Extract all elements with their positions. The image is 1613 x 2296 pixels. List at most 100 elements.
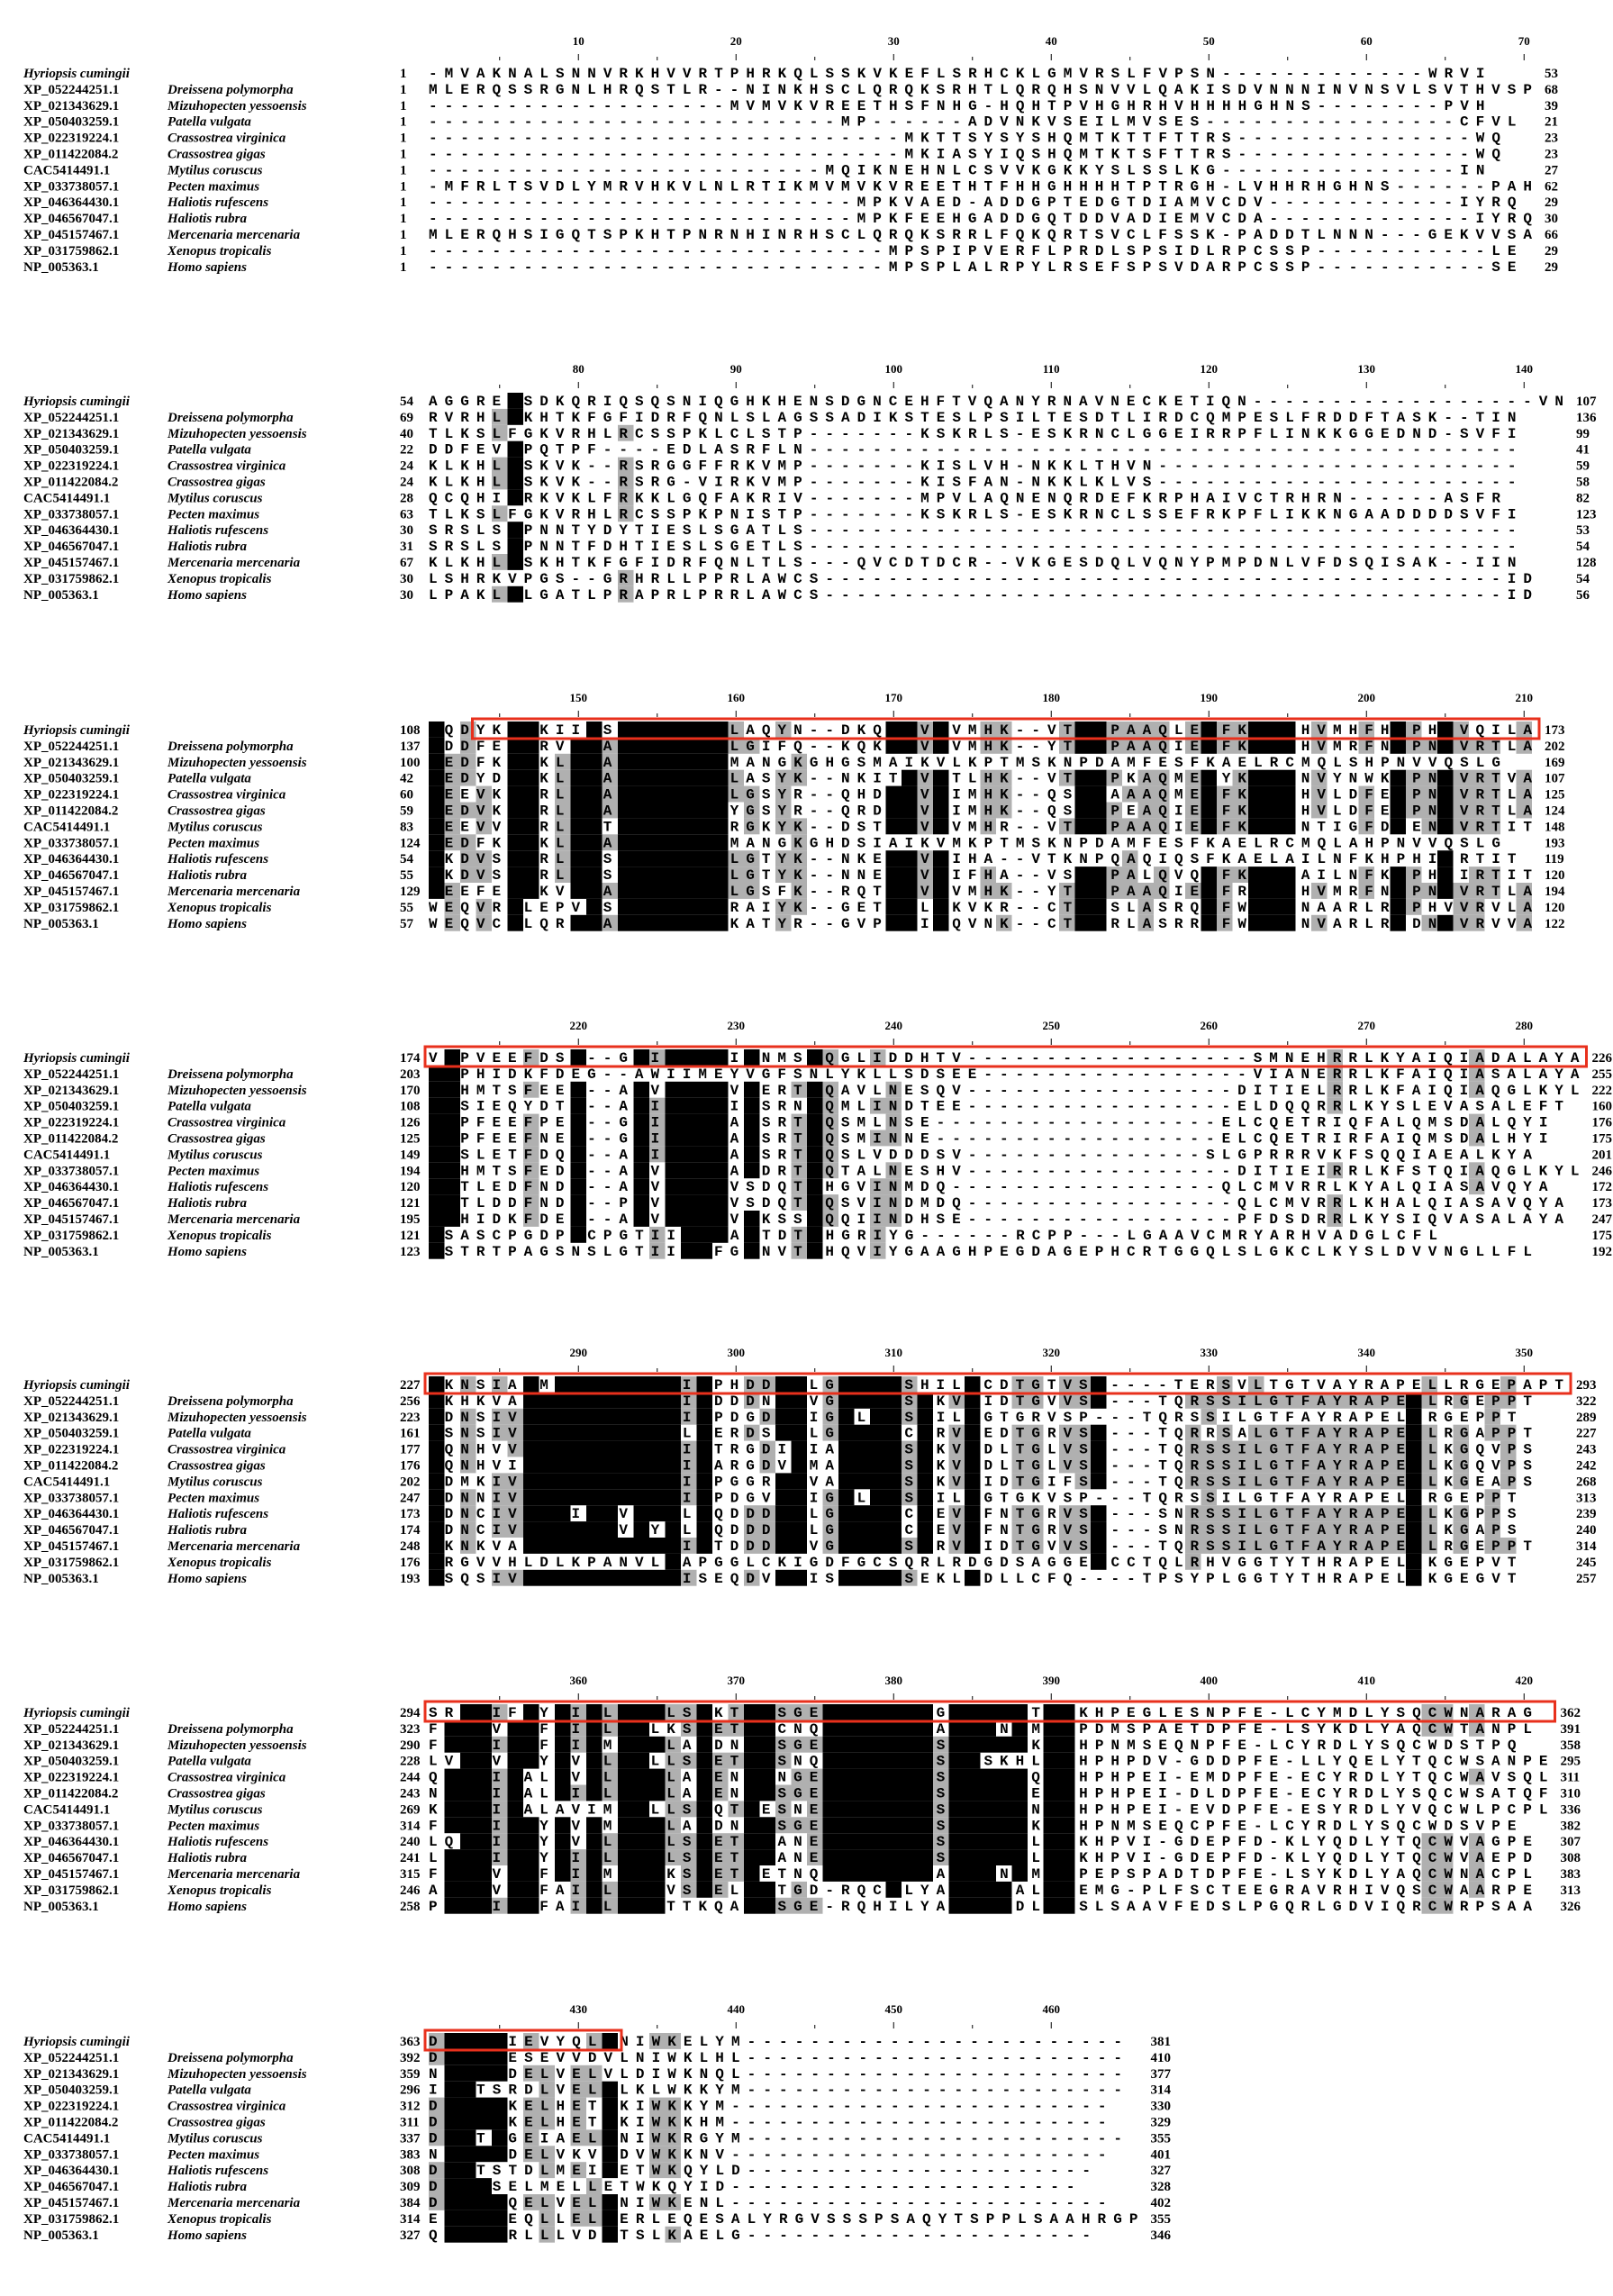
- residue-shade: [492, 1569, 508, 1586]
- sequence-row: MLERQHSIGQTSPKHTPNRNHINRHSCLQRQKSRRLFQKQ…: [429, 227, 1532, 243]
- residue-shade: [1028, 1440, 1044, 1457]
- ruler-label: 430: [570, 2002, 588, 2016]
- sequence-row: DRPSAQELVELLNIWKENL---------------------…: [429, 2195, 1106, 2211]
- residue-shade: [1232, 867, 1248, 883]
- residue-shade: [744, 1097, 760, 1114]
- species-name: Haliotis rufescens: [167, 523, 268, 538]
- residue-shade: [586, 1376, 603, 1393]
- residue-shade: [602, 1752, 618, 1769]
- end-position: 310: [1561, 1787, 1581, 1801]
- residue-shade: [618, 1736, 634, 1753]
- residue-shade: [728, 721, 744, 738]
- residue-shade: [570, 802, 586, 819]
- residue-shade: [444, 1784, 460, 1801]
- residue-shade: [822, 1538, 838, 1554]
- residue-shade: [602, 802, 618, 819]
- residue-shade: [822, 1720, 838, 1737]
- sequence-row: TLKSLFGKVRHLRCSSPKLCLSTP-------KSKRLS-ES…: [429, 426, 1516, 442]
- ruler-label: 320: [1043, 1346, 1061, 1359]
- residue-shade: [507, 1408, 523, 1425]
- residue-shade: [870, 1376, 886, 1393]
- residue-shade: [681, 1130, 697, 1147]
- residue-shade: [822, 1768, 838, 1785]
- residue-shade: [1059, 1704, 1075, 1720]
- residue-shade: [902, 802, 918, 819]
- residue-shade: [1516, 802, 1532, 819]
- residue-shade: [885, 1521, 902, 1538]
- ruler-label: 190: [1201, 691, 1219, 704]
- residue-shade: [618, 898, 634, 915]
- residue-shade: [885, 1569, 902, 1586]
- accession-label: Hyriopsis cumingii: [23, 67, 131, 81]
- residue-shade: [822, 1146, 838, 1163]
- residue-shade: [1059, 1833, 1075, 1850]
- start-position: 120: [400, 1180, 421, 1194]
- residue-shade: [555, 1408, 571, 1425]
- residue-shade: [744, 1505, 760, 1522]
- residue-shade: [602, 1489, 618, 1506]
- residue-shade: [791, 1768, 807, 1785]
- start-position: 63: [400, 507, 413, 522]
- residue-shade: [902, 850, 918, 867]
- residue-shade: [1406, 737, 1422, 754]
- residue-shade: [1358, 737, 1374, 754]
- residue-shade: [854, 1849, 870, 1865]
- residue-shade: [1091, 1457, 1107, 1474]
- residue-shade: [885, 914, 902, 931]
- residue-shade: [1295, 1538, 1311, 1554]
- end-position: 377: [1151, 2067, 1172, 2082]
- residue-shade: [618, 818, 634, 835]
- sequence-row: KLKHLLSKVK--RSRG-VIRKVMP-------KISFAN-NK…: [429, 475, 1516, 491]
- residue-shade: [523, 1521, 539, 1538]
- residue-shade: [1011, 1704, 1028, 1720]
- residue-shade: [791, 1162, 807, 1179]
- residue-shade: [1074, 1392, 1091, 1409]
- residue-shade: [618, 753, 634, 770]
- residue-shade: [586, 850, 603, 867]
- residue-shade: [507, 522, 523, 539]
- residue-shade: [1453, 802, 1469, 819]
- residue-shade: [696, 1226, 712, 1243]
- residue-shade: [791, 1146, 807, 1163]
- residue-shade: [633, 1473, 649, 1490]
- residue-shade: [649, 1768, 666, 1785]
- residue-shade: [1091, 1521, 1107, 1538]
- residue-shade: [1011, 1833, 1028, 1850]
- residue-shade: [476, 818, 492, 835]
- residue-shade: [696, 818, 712, 835]
- residue-shade: [1011, 1376, 1028, 1393]
- residue-shade: [476, 1704, 492, 1720]
- residue-shade: [791, 1194, 807, 1211]
- residue-shade: [618, 1392, 634, 1409]
- residue-shade: [712, 1130, 729, 1147]
- sequence-row: -------------------------MQIKNEHNLCSVVKG…: [429, 162, 1485, 178]
- residue-shade: [1059, 769, 1075, 786]
- residue-shade: [681, 1242, 697, 1259]
- residue-shade: [980, 785, 996, 803]
- species-name: Patella vulgata: [168, 772, 251, 786]
- residue-shade: [807, 1768, 823, 1785]
- residue-shade: [1201, 769, 1217, 786]
- residue-shade: [681, 1178, 697, 1195]
- residue-shade: [665, 1473, 681, 1490]
- residue-shade: [917, 818, 933, 835]
- residue-shade: [870, 1226, 886, 1243]
- residue-shade: [492, 473, 508, 490]
- residue-shade: [885, 1211, 902, 1227]
- residue-shade: [759, 1817, 775, 1834]
- residue-shade: [602, 834, 618, 851]
- residue-shade: [633, 834, 649, 851]
- residue-shade: [555, 1376, 571, 1393]
- residue-shade: [965, 1440, 981, 1457]
- residue-shade: [681, 1473, 697, 1490]
- residue-shade: [807, 1736, 823, 1753]
- residue-shade: [965, 1720, 981, 1737]
- residue-shade: [822, 1392, 838, 1409]
- residue-shade: [555, 1440, 571, 1457]
- residue-shade: [665, 1130, 681, 1147]
- residue-shade: [492, 1489, 508, 1506]
- residue-shade: [1358, 883, 1374, 899]
- residue-shade: [429, 802, 445, 819]
